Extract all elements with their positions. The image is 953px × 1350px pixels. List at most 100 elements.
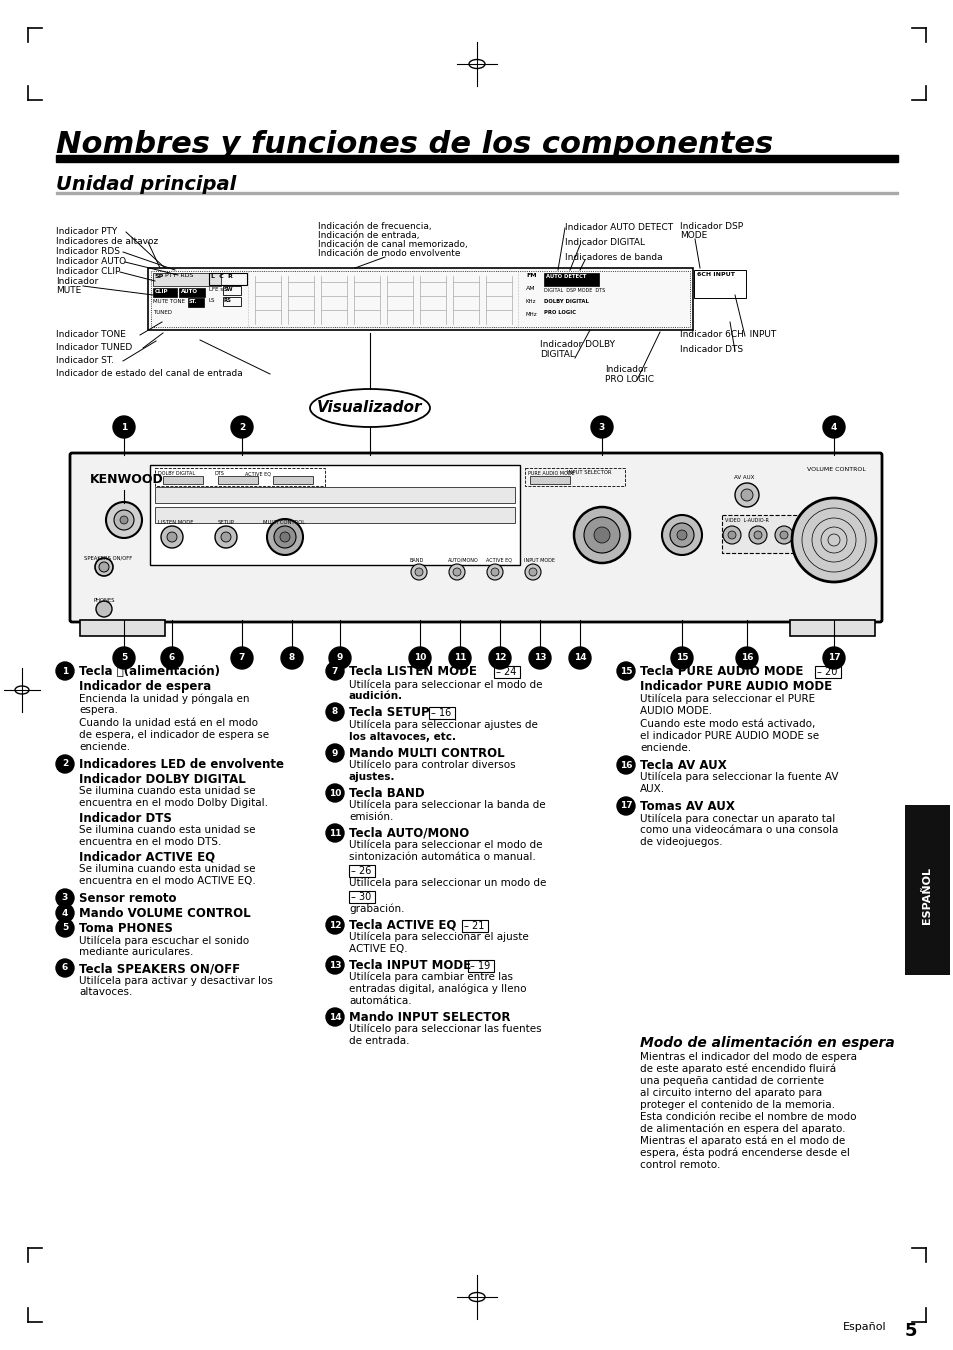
Circle shape: [409, 647, 431, 670]
Bar: [152, 288, 177, 297]
Text: grabación.: grabación.: [349, 904, 404, 914]
Bar: [218, 477, 257, 485]
Circle shape: [734, 483, 759, 508]
Bar: [904, 805, 949, 975]
Text: Tecla SPEAKERS ON/OFF: Tecla SPEAKERS ON/OFF: [79, 963, 240, 975]
Circle shape: [670, 647, 692, 670]
Text: VIDEO  L-AUDIO-R: VIDEO L-AUDIO-R: [724, 518, 768, 522]
Circle shape: [617, 662, 635, 680]
Text: Se ilumina cuando esta unidad se: Se ilumina cuando esta unidad se: [79, 786, 255, 796]
Circle shape: [161, 647, 183, 670]
Text: Indicador AUTO DETECT: Indicador AUTO DETECT: [564, 223, 673, 232]
Text: Visualizador: Visualizador: [317, 401, 422, 416]
Text: Indicador de estado del canal de entrada: Indicador de estado del canal de entrada: [56, 369, 242, 378]
Circle shape: [120, 516, 128, 524]
Bar: [429, 707, 455, 720]
Text: – 24: – 24: [496, 667, 516, 676]
Text: 15: 15: [675, 653, 687, 663]
Text: INPUT SELECTOR: INPUT SELECTOR: [566, 470, 611, 475]
Text: una pequeña cantidad de corriente: una pequeña cantidad de corriente: [639, 1076, 823, 1085]
Circle shape: [95, 558, 112, 576]
Text: AV AUX: AV AUX: [733, 475, 754, 481]
Bar: [152, 273, 221, 286]
Text: SW: SW: [224, 288, 233, 292]
Text: 9: 9: [336, 653, 343, 663]
Text: Indicación de modo envolvente: Indicación de modo envolvente: [317, 248, 460, 258]
Bar: [543, 273, 598, 286]
Text: Mientras el indicador del modo de espera: Mientras el indicador del modo de espera: [639, 1052, 856, 1062]
Text: AUTO: AUTO: [181, 289, 198, 294]
Text: AUDIO MODE.: AUDIO MODE.: [639, 706, 711, 716]
Text: Utilícela para seleccionar un modo de: Utilícela para seleccionar un modo de: [349, 878, 546, 888]
Text: Tecla AUTO/MONO: Tecla AUTO/MONO: [349, 828, 469, 840]
Circle shape: [583, 517, 619, 553]
Text: Indicadores LED de envolvente: Indicadores LED de envolvente: [79, 757, 284, 771]
Text: audición.: audición.: [349, 691, 403, 701]
Text: Toma PHONES: Toma PHONES: [79, 922, 172, 936]
Text: Mando VOLUME CONTROL: Mando VOLUME CONTROL: [79, 907, 251, 919]
Text: DOLBY DIGITAL: DOLBY DIGITAL: [158, 471, 195, 477]
Text: 10: 10: [414, 653, 426, 663]
Bar: [179, 288, 205, 297]
Circle shape: [491, 568, 498, 576]
Text: Indicación de canal memorizado,: Indicación de canal memorizado,: [317, 240, 467, 248]
FancyBboxPatch shape: [70, 454, 882, 622]
Circle shape: [167, 532, 177, 541]
Circle shape: [594, 526, 609, 543]
Text: 16: 16: [619, 760, 632, 770]
Circle shape: [326, 703, 344, 721]
Text: MULTI CONTROL: MULTI CONTROL: [263, 520, 305, 525]
Circle shape: [326, 917, 344, 934]
Text: de este aparato esté encendido fluirá: de este aparato esté encendido fluirá: [639, 1064, 835, 1075]
Circle shape: [661, 514, 701, 555]
Text: 8: 8: [332, 707, 337, 717]
Text: Mando MULTI CONTROL: Mando MULTI CONTROL: [349, 747, 504, 760]
Circle shape: [99, 562, 109, 572]
Circle shape: [822, 647, 844, 670]
Bar: [721, 514, 806, 554]
Bar: [789, 620, 874, 636]
Circle shape: [822, 416, 844, 437]
Circle shape: [326, 744, 344, 761]
Text: DOLBY DIGITAL: DOLBY DIGITAL: [543, 298, 588, 304]
Text: Utilícela para conectar un aparato tal: Utilícela para conectar un aparato tal: [639, 813, 835, 823]
Text: Se ilumina cuando esta unidad se: Se ilumina cuando esta unidad se: [79, 864, 255, 873]
Text: proteger el contenido de la memoria.: proteger el contenido de la memoria.: [639, 1100, 834, 1110]
Text: mediante auriculares.: mediante auriculares.: [79, 946, 193, 957]
Text: ST.: ST.: [189, 298, 197, 304]
Text: AM: AM: [525, 286, 535, 292]
Text: ACTIVE EQ: ACTIVE EQ: [245, 471, 271, 477]
Circle shape: [529, 568, 537, 576]
Bar: [524, 468, 624, 486]
Text: 8: 8: [289, 653, 294, 663]
Text: Utilícelo para controlar diversos: Utilícelo para controlar diversos: [349, 760, 515, 771]
Text: 3: 3: [62, 894, 68, 903]
Text: 6CH INPUT: 6CH INPUT: [697, 271, 734, 277]
Bar: [188, 298, 204, 306]
Text: Tecla SETUP: Tecla SETUP: [349, 706, 429, 720]
Text: Indicador AUTO: Indicador AUTO: [56, 256, 126, 266]
Text: Tecla LISTEN MODE: Tecla LISTEN MODE: [349, 666, 476, 678]
Circle shape: [96, 601, 112, 617]
Bar: [154, 508, 515, 522]
Text: los altavoces, etc.: los altavoces, etc.: [349, 732, 456, 742]
Text: Utilícela para seleccionar el PURE: Utilícela para seleccionar el PURE: [639, 694, 814, 705]
Circle shape: [231, 647, 253, 670]
Circle shape: [56, 890, 74, 907]
Circle shape: [231, 416, 253, 437]
Text: 3: 3: [598, 423, 604, 432]
Circle shape: [774, 526, 792, 544]
Circle shape: [326, 956, 344, 973]
Text: Utilícelo para seleccionar las fuentes: Utilícelo para seleccionar las fuentes: [349, 1025, 541, 1034]
Text: Mando INPUT SELECTOR: Mando INPUT SELECTOR: [349, 1011, 510, 1025]
Text: DIGITAL: DIGITAL: [539, 350, 575, 359]
Text: Indicador DOLBY DIGITAL: Indicador DOLBY DIGITAL: [79, 774, 246, 786]
Text: Utilícela para seleccionar el modo de: Utilícela para seleccionar el modo de: [349, 840, 542, 850]
Text: Indicador: Indicador: [604, 364, 646, 374]
Text: Indicador RDS: Indicador RDS: [56, 247, 120, 256]
Circle shape: [486, 564, 502, 580]
Circle shape: [529, 647, 551, 670]
Text: – 19: – 19: [470, 961, 490, 971]
Text: Nombres y funciones de los componentes: Nombres y funciones de los componentes: [56, 130, 772, 159]
Circle shape: [411, 564, 427, 580]
